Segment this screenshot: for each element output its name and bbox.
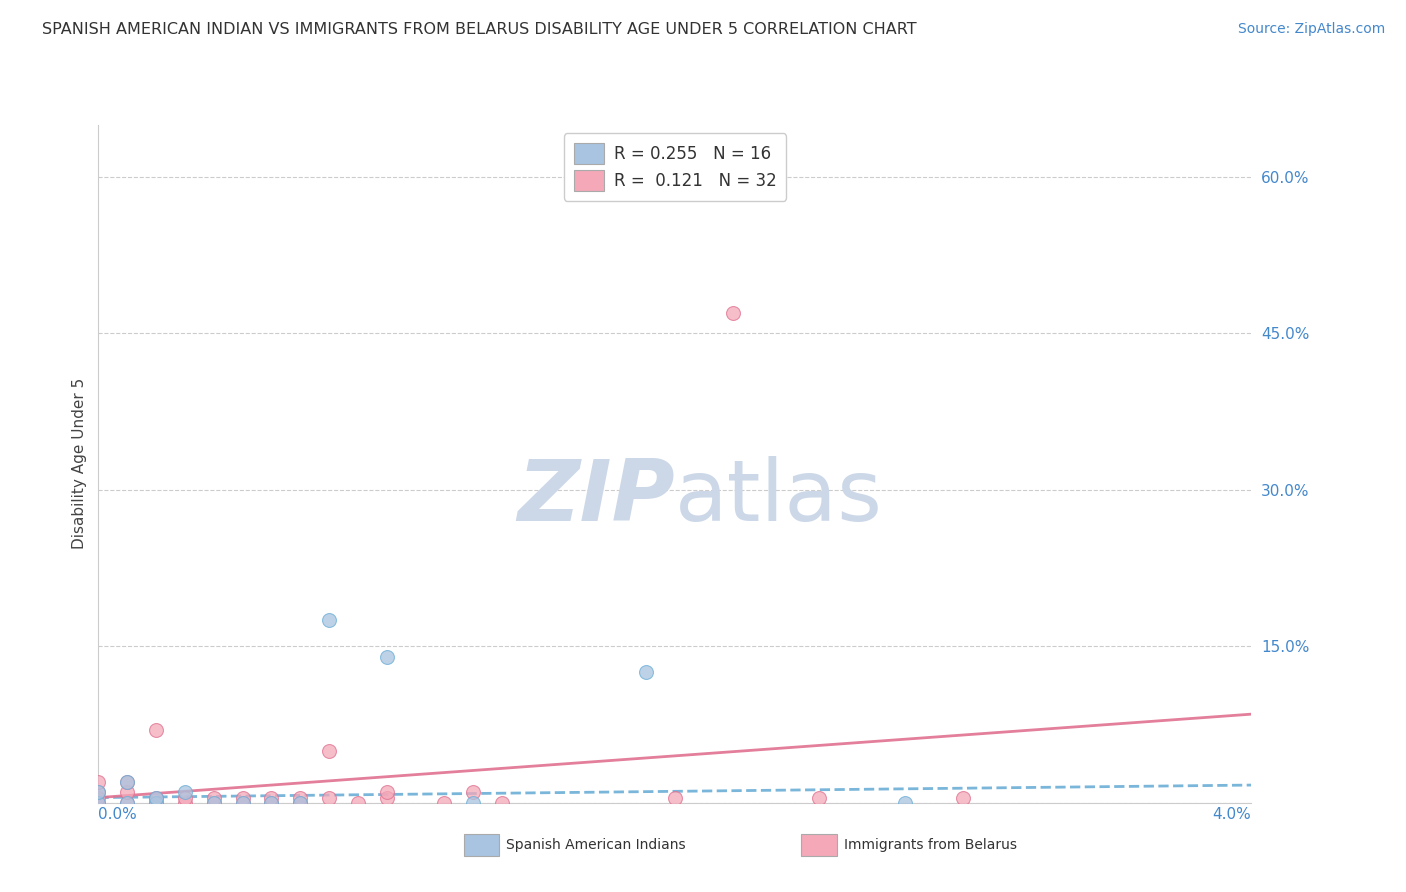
- Point: [290, 790, 312, 805]
- Point: [117, 796, 138, 810]
- Point: [260, 796, 283, 810]
- Y-axis label: Disability Age Under 5: Disability Age Under 5: [72, 378, 87, 549]
- Point: [174, 796, 197, 810]
- Point: [231, 796, 254, 810]
- Point: [202, 796, 225, 810]
- Point: [117, 775, 138, 789]
- Text: Immigrants from Belarus: Immigrants from Belarus: [844, 838, 1017, 852]
- Point: [87, 796, 110, 810]
- Point: [807, 790, 830, 805]
- Point: [117, 796, 138, 810]
- Point: [318, 613, 340, 627]
- Point: [375, 790, 398, 805]
- Point: [145, 796, 167, 810]
- Point: [636, 665, 658, 680]
- Text: 0.0%: 0.0%: [98, 807, 138, 822]
- Point: [231, 790, 254, 805]
- Point: [260, 796, 283, 810]
- Point: [894, 796, 917, 810]
- Point: [202, 796, 225, 810]
- Point: [87, 775, 110, 789]
- Point: [290, 796, 312, 810]
- Point: [145, 723, 167, 737]
- Point: [87, 790, 110, 805]
- Point: [174, 790, 197, 805]
- Point: [117, 785, 138, 799]
- Point: [318, 744, 340, 758]
- Point: [117, 775, 138, 789]
- Text: ZIP: ZIP: [517, 456, 675, 540]
- Point: [145, 796, 167, 810]
- Point: [318, 790, 340, 805]
- Point: [145, 790, 167, 805]
- Text: Source: ZipAtlas.com: Source: ZipAtlas.com: [1237, 22, 1385, 37]
- Point: [375, 649, 398, 664]
- Text: atlas: atlas: [675, 456, 883, 540]
- Point: [952, 790, 974, 805]
- Point: [375, 785, 398, 799]
- Point: [260, 790, 283, 805]
- Text: Spanish American Indians: Spanish American Indians: [506, 838, 686, 852]
- Point: [231, 796, 254, 810]
- Point: [346, 796, 368, 810]
- Point: [721, 305, 744, 319]
- Point: [87, 785, 110, 799]
- Point: [664, 790, 686, 805]
- Legend: R = 0.255   N = 16, R =  0.121   N = 32: R = 0.255 N = 16, R = 0.121 N = 32: [564, 133, 786, 201]
- Point: [491, 796, 513, 810]
- Point: [433, 796, 456, 810]
- Text: SPANISH AMERICAN INDIAN VS IMMIGRANTS FROM BELARUS DISABILITY AGE UNDER 5 CORREL: SPANISH AMERICAN INDIAN VS IMMIGRANTS FR…: [42, 22, 917, 37]
- Point: [461, 796, 484, 810]
- Text: 4.0%: 4.0%: [1212, 807, 1251, 822]
- Point: [174, 785, 197, 799]
- Point: [145, 790, 167, 805]
- Point: [87, 796, 110, 810]
- Point: [87, 785, 110, 799]
- Point: [202, 790, 225, 805]
- Point: [290, 796, 312, 810]
- Point: [461, 785, 484, 799]
